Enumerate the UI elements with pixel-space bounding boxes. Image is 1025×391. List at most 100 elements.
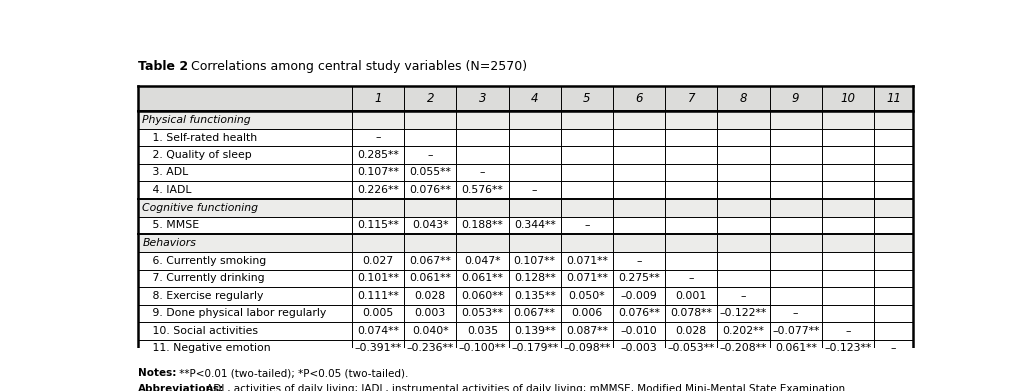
Text: –: – [584, 221, 589, 230]
Text: –: – [891, 343, 896, 353]
Text: 0.006: 0.006 [571, 308, 603, 318]
Text: 3. ADL: 3. ADL [142, 167, 189, 178]
Text: 0.060**: 0.060** [461, 291, 503, 301]
Text: 0.087**: 0.087** [566, 326, 608, 336]
Text: 0.003: 0.003 [415, 308, 446, 318]
Text: –: – [689, 273, 694, 283]
Text: 0.128**: 0.128** [514, 273, 556, 283]
Text: –0.010: –0.010 [621, 326, 657, 336]
Text: 10. Social activities: 10. Social activities [142, 326, 258, 336]
Bar [137, 111, 913, 129]
Text: 6. Currently smoking: 6. Currently smoking [142, 256, 266, 266]
Text: 3: 3 [479, 92, 486, 105]
Text: 2. Quality of sleep: 2. Quality of sleep [142, 150, 252, 160]
Text: 0.139**: 0.139** [514, 326, 556, 336]
Text: 0.001: 0.001 [675, 291, 707, 301]
Text: 0.061**: 0.061** [461, 273, 503, 283]
Text: 0.071**: 0.071** [566, 273, 608, 283]
Text: 0.040*: 0.040* [412, 326, 449, 336]
Text: Notes:: Notes: [137, 368, 176, 378]
Text: –: – [427, 150, 433, 160]
Text: 5: 5 [583, 92, 590, 105]
Text: –0.100**: –0.100** [459, 343, 506, 353]
Text: 0.285**: 0.285** [357, 150, 399, 160]
Text: –0.123**: –0.123** [824, 343, 871, 353]
Text: 0.061**: 0.061** [775, 343, 817, 353]
Bar [137, 86, 913, 111]
Text: –0.179**: –0.179** [511, 343, 559, 353]
Text: 11. Negative emotion: 11. Negative emotion [142, 343, 271, 353]
Text: 0.055**: 0.055** [409, 167, 451, 178]
Text: –: – [846, 326, 851, 336]
Text: 9: 9 [792, 92, 800, 105]
Text: –: – [480, 167, 485, 178]
Text: 0.101**: 0.101** [357, 273, 399, 283]
Text: 0.067**: 0.067** [514, 308, 556, 318]
Text: 0.074**: 0.074** [357, 326, 399, 336]
Text: 1: 1 [374, 92, 381, 105]
Text: 2: 2 [426, 92, 434, 105]
Text: –: – [375, 133, 381, 143]
Text: 0.344**: 0.344** [514, 221, 556, 230]
Text: –0.053**: –0.053** [667, 343, 715, 353]
Text: 6: 6 [636, 92, 643, 105]
Text: 0.107**: 0.107** [514, 256, 556, 266]
Text: –: – [532, 185, 537, 195]
Text: 0.275**: 0.275** [618, 273, 660, 283]
Text: –0.236**: –0.236** [407, 343, 454, 353]
Text: –0.077**: –0.077** [772, 326, 819, 336]
Text: 0.061**: 0.061** [409, 273, 451, 283]
Text: 8: 8 [740, 92, 747, 105]
Text: ADL, activities of daily living; IADL, instrumental activities of daily living; : ADL, activities of daily living; IADL, i… [203, 384, 849, 391]
Text: –0.122**: –0.122** [720, 308, 767, 318]
Text: 4: 4 [531, 92, 538, 105]
Text: Physical functioning: Physical functioning [142, 115, 251, 125]
Text: –0.003: –0.003 [621, 343, 657, 353]
Text: 0.576**: 0.576** [461, 185, 503, 195]
Text: 0.226**: 0.226** [357, 185, 399, 195]
Text: 0.107**: 0.107** [357, 167, 399, 178]
Text: 0.028: 0.028 [675, 326, 707, 336]
Text: 11: 11 [886, 92, 901, 105]
Text: 0.115**: 0.115** [357, 221, 399, 230]
Text: 8. Exercise regularly: 8. Exercise regularly [142, 291, 263, 301]
Text: 0.027: 0.027 [363, 256, 394, 266]
Text: 0.028: 0.028 [415, 291, 446, 301]
Text: 0.188**: 0.188** [461, 221, 503, 230]
Text: 0.067**: 0.067** [409, 256, 451, 266]
Text: 0.076**: 0.076** [409, 185, 451, 195]
Text: 0.005: 0.005 [363, 308, 394, 318]
Text: –0.009: –0.009 [621, 291, 657, 301]
Text: 0.135**: 0.135** [514, 291, 556, 301]
Text: 5. MMSE: 5. MMSE [142, 221, 200, 230]
Bar [137, 234, 913, 252]
Text: 0.071**: 0.071** [566, 256, 608, 266]
Text: –: – [741, 291, 746, 301]
Bar [137, 199, 913, 217]
Text: 0.047*: 0.047* [464, 256, 500, 266]
Text: 7. Currently drinking: 7. Currently drinking [142, 273, 265, 283]
Text: 0.053**: 0.053** [461, 308, 503, 318]
Text: 0.111**: 0.111** [357, 291, 399, 301]
Text: 4. IADL: 4. IADL [142, 185, 192, 195]
Text: 10: 10 [840, 92, 856, 105]
Text: **P<0.01 (two-tailed); *P<0.05 (two-tailed).: **P<0.01 (two-tailed); *P<0.05 (two-tail… [176, 368, 408, 378]
Text: –0.391**: –0.391** [355, 343, 402, 353]
Text: 0.078**: 0.078** [670, 308, 712, 318]
Text: 1. Self-rated health: 1. Self-rated health [142, 133, 257, 143]
Text: –: – [637, 256, 642, 266]
Text: 0.076**: 0.076** [618, 308, 660, 318]
Text: –0.208**: –0.208** [720, 343, 767, 353]
Text: Table 2: Table 2 [137, 61, 188, 74]
Text: –0.098**: –0.098** [563, 343, 611, 353]
Text: 7: 7 [688, 92, 695, 105]
Text: 0.202**: 0.202** [723, 326, 765, 336]
Text: Abbreviations:: Abbreviations: [137, 384, 223, 391]
Text: 0.035: 0.035 [467, 326, 498, 336]
Text: 9. Done physical labor regularly: 9. Done physical labor regularly [142, 308, 327, 318]
Text: Correlations among central study variables (N=2570): Correlations among central study variabl… [187, 61, 527, 74]
Text: –: – [793, 308, 798, 318]
Text: Cognitive functioning: Cognitive functioning [142, 203, 258, 213]
Text: 0.043*: 0.043* [412, 221, 449, 230]
Text: 0.050*: 0.050* [569, 291, 605, 301]
